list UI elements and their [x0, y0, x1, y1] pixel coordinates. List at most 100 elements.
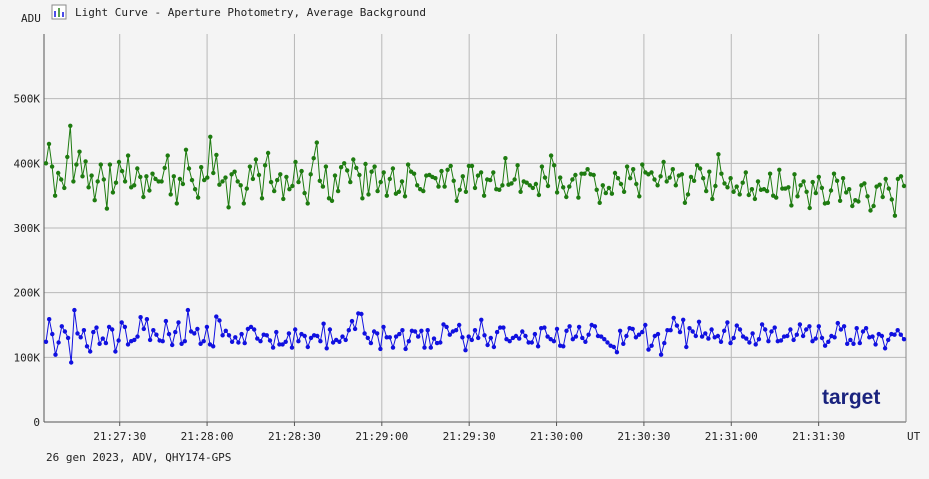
data-point: [296, 179, 301, 185]
data-point: [848, 337, 853, 343]
data-point: [677, 329, 683, 335]
data-point: [280, 342, 285, 347]
data-point: [274, 329, 279, 335]
data-point: [277, 342, 282, 347]
data-point: [750, 331, 755, 336]
data-point: [107, 162, 113, 167]
data-point: [882, 346, 888, 351]
data-point: [746, 192, 751, 198]
data-point: [318, 339, 323, 344]
data-point: [523, 333, 528, 339]
data-point: [697, 166, 703, 171]
data-point: [795, 194, 800, 199]
data-point: [362, 331, 367, 336]
data-point: [78, 335, 83, 340]
data-point: [832, 335, 837, 340]
target-label: target: [822, 386, 880, 409]
data-point: [223, 175, 228, 180]
data-point: [630, 326, 635, 332]
data-point: [605, 340, 610, 345]
series-points-0: [43, 123, 907, 218]
data-point: [756, 337, 762, 342]
data-point: [551, 163, 557, 168]
x-tick-label: 21:29:30: [443, 430, 496, 443]
data-point: [722, 328, 727, 333]
data-point: [154, 332, 159, 337]
data-point: [198, 341, 203, 346]
data-point: [299, 331, 304, 337]
data-point: [624, 164, 630, 169]
data-point: [690, 329, 695, 334]
data-point: [778, 338, 784, 343]
data-point: [186, 166, 192, 171]
data-point: [375, 188, 380, 194]
title-icon[interactable]: [51, 4, 67, 20]
data-point: [80, 174, 85, 179]
data-point: [270, 345, 276, 350]
data-point: [264, 333, 269, 338]
data-point: [330, 340, 336, 345]
data-point: [774, 195, 779, 200]
data-point: [665, 328, 670, 333]
data-point: [381, 324, 386, 330]
data-point: [56, 340, 61, 345]
x-axis-label: UT: [907, 430, 921, 443]
data-point: [375, 331, 380, 336]
data-point: [507, 339, 512, 344]
data-point: [674, 323, 680, 328]
data-point: [317, 178, 322, 183]
data-point: [854, 326, 859, 331]
data-point: [658, 352, 664, 357]
data-point: [545, 183, 551, 189]
data-point: [851, 341, 856, 346]
data-point: [636, 332, 642, 337]
data-point: [570, 337, 575, 342]
data-point: [530, 185, 535, 191]
data-point: [752, 196, 758, 202]
data-point: [706, 336, 711, 341]
data-point: [804, 189, 809, 194]
data-point: [94, 325, 99, 330]
data-point: [259, 196, 265, 201]
data-point: [138, 174, 143, 180]
data-point: [448, 163, 453, 169]
data-point: [740, 334, 746, 339]
data-point: [296, 339, 301, 344]
data-point: [160, 339, 165, 344]
data-point: [113, 349, 118, 354]
data-point: [416, 334, 421, 339]
data-point: [671, 315, 676, 321]
data-point: [302, 190, 307, 196]
data-point: [797, 322, 803, 327]
data-point: [460, 174, 465, 179]
x-tick-label: 21:28:00: [181, 430, 234, 443]
data-point: [239, 331, 244, 337]
data-point: [618, 181, 624, 187]
data-point: [185, 307, 191, 313]
data-point: [86, 185, 91, 190]
data-point: [119, 320, 124, 325]
data-point: [147, 188, 152, 193]
data-point: [387, 335, 392, 340]
data-point: [390, 345, 396, 350]
data-point: [719, 171, 724, 176]
data-point: [691, 178, 697, 183]
data-point: [567, 324, 572, 329]
data-point: [725, 320, 730, 325]
series-points-1: [43, 307, 907, 365]
data-point: [494, 329, 500, 335]
data-point: [174, 201, 179, 206]
data-point: [564, 328, 569, 333]
data-point: [837, 198, 843, 203]
data-point: [684, 344, 689, 350]
data-point: [305, 201, 310, 206]
data-point: [532, 331, 538, 337]
data-point: [428, 345, 433, 350]
data-point: [378, 179, 383, 185]
data-point: [498, 325, 503, 330]
data-point: [163, 318, 169, 324]
data-point: [661, 159, 666, 165]
data-point: [56, 170, 61, 176]
y-tick-label: 200K: [14, 287, 41, 300]
data-point: [360, 196, 365, 201]
